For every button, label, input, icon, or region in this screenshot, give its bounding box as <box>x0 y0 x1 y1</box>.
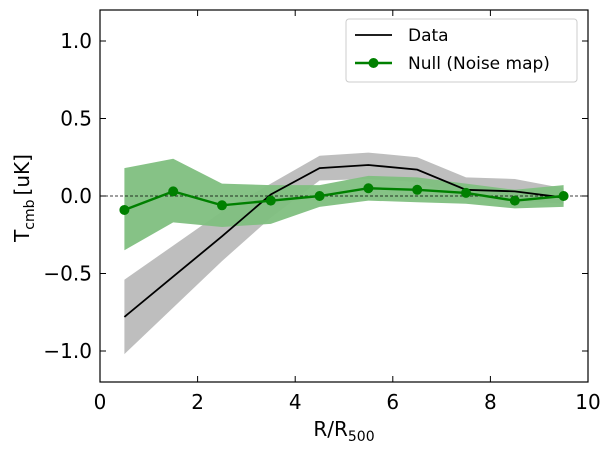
line-null <box>123 187 564 212</box>
point-null <box>217 200 227 211</box>
x-tick-label: 8 <box>484 390 497 414</box>
x-tick-label: 6 <box>386 390 399 414</box>
axis-ticks: 0 2 4 6 8 10 −1.0 −0.5 0.0 0.5 1.0 <box>43 10 601 414</box>
legend-label-null: Null (Noise map) <box>408 54 550 74</box>
legend-label-data: Data <box>408 26 449 46</box>
y-axis-label: Tcmb[uK] <box>10 154 38 243</box>
error-bands <box>124 152 564 355</box>
y-tick-label: −0.5 <box>43 262 92 286</box>
legend: Data Null (Noise map) <box>345 18 578 83</box>
y-tick-label: −1.0 <box>43 339 92 363</box>
point-null <box>412 184 423 195</box>
series-lines <box>123 164 564 318</box>
x-axis-label: R/R500 <box>313 417 374 445</box>
point-null <box>558 191 569 201</box>
band-data <box>124 152 564 355</box>
point-null <box>509 195 520 206</box>
y-tick-label: 1.0 <box>60 29 92 53</box>
y-tick-label: 0.5 <box>60 107 92 131</box>
y-tick-label: 0.0 <box>60 184 92 208</box>
point-null <box>314 191 325 201</box>
x-tick-label: 2 <box>191 390 204 414</box>
point-null <box>119 204 130 215</box>
point-null <box>363 183 374 194</box>
band-null <box>124 158 564 251</box>
point-null <box>461 187 471 198</box>
legend-box <box>345 18 578 83</box>
legend-marker-null <box>368 58 379 68</box>
point-null <box>168 186 179 197</box>
point-null <box>265 195 276 206</box>
x-tick-label: 4 <box>289 390 302 414</box>
x-tick-label: 10 <box>575 390 600 414</box>
series-markers <box>119 183 569 215</box>
line-data <box>123 164 564 318</box>
x-tick-label: 0 <box>94 390 107 414</box>
